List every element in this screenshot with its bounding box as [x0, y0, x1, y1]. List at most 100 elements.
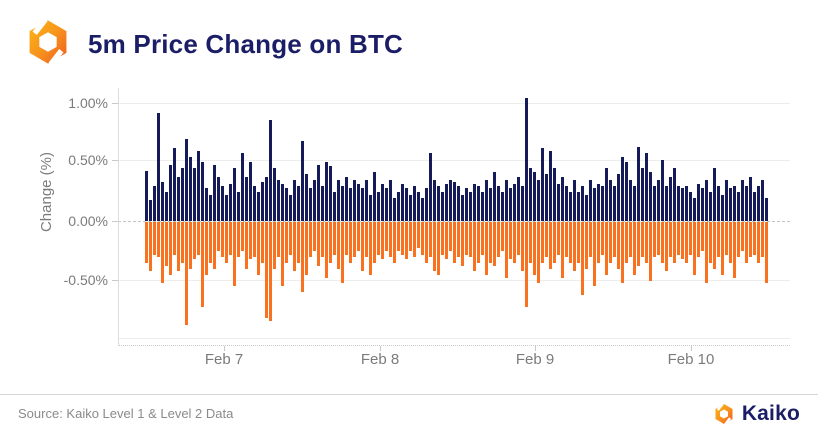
bar-negative	[669, 222, 672, 257]
bar-positive	[269, 120, 272, 221]
bar-negative	[345, 222, 348, 255]
bar-positive	[177, 177, 180, 221]
bar-negative	[161, 222, 164, 283]
bar-positive	[237, 192, 240, 221]
bar-positive	[689, 192, 692, 221]
zero-baseline	[118, 221, 790, 222]
bar-positive	[401, 184, 404, 221]
bar-negative	[313, 222, 316, 251]
bar-positive	[309, 188, 312, 221]
bar-positive	[365, 180, 368, 221]
bar-positive	[257, 192, 260, 221]
bar-negative	[297, 222, 300, 263]
bar-positive	[409, 195, 412, 221]
page-title: 5m Price Change on BTC	[88, 29, 404, 59]
bar-positive	[525, 98, 528, 221]
y-tick-label-2: 0.50%	[68, 152, 108, 168]
bar-negative	[173, 222, 176, 255]
bar-positive	[417, 192, 420, 221]
bar-negative	[685, 222, 688, 263]
bar-positive	[585, 195, 588, 221]
bar-positive	[245, 177, 248, 221]
bar-negative	[657, 222, 660, 255]
bar-positive	[477, 186, 480, 221]
bar-positive	[181, 168, 184, 221]
bar-positive	[673, 168, 676, 221]
bar-negative	[269, 222, 272, 321]
y-tick-label-1: 1.00%	[68, 95, 108, 111]
bar-positive	[433, 180, 436, 221]
bar-positive	[369, 195, 372, 221]
bar-positive	[249, 162, 252, 221]
bar-positive	[589, 180, 592, 221]
bar-positive	[173, 148, 176, 221]
bar-negative	[601, 222, 604, 255]
bar-negative	[205, 222, 208, 275]
bar-negative	[249, 222, 252, 259]
bar-positive	[685, 186, 688, 221]
bar-positive	[301, 141, 304, 221]
bar-positive	[165, 192, 168, 221]
bar-negative	[493, 222, 496, 266]
bar-negative	[593, 222, 596, 286]
bar-negative	[721, 222, 724, 275]
bar-positive	[321, 186, 324, 221]
bar-positive	[445, 184, 448, 221]
bar-positive	[497, 186, 500, 221]
bar-positive	[285, 188, 288, 221]
bar-negative	[337, 222, 340, 269]
kaiko-brand-lockup: Kaiko	[712, 402, 800, 426]
bar-negative	[497, 222, 500, 257]
bar-positive	[241, 153, 244, 221]
bar-negative	[257, 222, 260, 275]
bar-positive	[613, 186, 616, 221]
bar-positive	[213, 165, 216, 221]
bar-negative	[585, 222, 588, 269]
bar-positive	[693, 198, 696, 221]
bar-negative	[145, 222, 148, 263]
bar-negative	[425, 222, 428, 263]
bar-negative	[233, 222, 236, 286]
bar-negative	[473, 222, 476, 271]
bar-positive	[449, 180, 452, 221]
bar-negative	[761, 222, 764, 257]
bar-positive	[549, 151, 552, 221]
bar-negative	[613, 222, 616, 257]
bar-negative	[549, 222, 552, 269]
bar-negative	[441, 222, 444, 255]
bar-negative	[413, 222, 416, 257]
bar-negative	[569, 222, 572, 263]
bar-negative	[661, 222, 664, 263]
bar-negative	[241, 222, 244, 251]
bar-positive	[277, 180, 280, 221]
x-tick-mark	[535, 346, 536, 351]
bar-negative	[693, 222, 696, 275]
kaiko-logo-icon	[29, 18, 67, 66]
bar-positive	[149, 200, 152, 221]
bar-negative	[357, 222, 360, 251]
bar-negative	[213, 222, 216, 269]
bar-positive	[669, 177, 672, 221]
bar-positive	[565, 186, 568, 221]
bar-positive	[709, 192, 712, 221]
bar-positive	[593, 188, 596, 221]
bar-positive	[385, 188, 388, 221]
bar-negative	[561, 222, 564, 278]
bar-negative	[245, 222, 248, 269]
bar-positive	[361, 188, 364, 221]
bar-negative	[349, 222, 352, 263]
bar-negative	[525, 222, 528, 307]
x-axis-line	[118, 345, 790, 346]
bar-negative	[417, 222, 420, 248]
bar-negative	[605, 222, 608, 275]
bar-positive	[313, 180, 316, 221]
bar-positive	[637, 147, 640, 221]
bar-negative	[505, 222, 508, 278]
bar-negative	[369, 222, 372, 275]
bar-positive	[293, 180, 296, 221]
x-tick-label-feb9: Feb 9	[515, 351, 555, 368]
bar-positive	[713, 168, 716, 221]
bar-negative	[149, 222, 152, 271]
bar-positive	[193, 168, 196, 221]
bar-positive	[601, 186, 604, 221]
